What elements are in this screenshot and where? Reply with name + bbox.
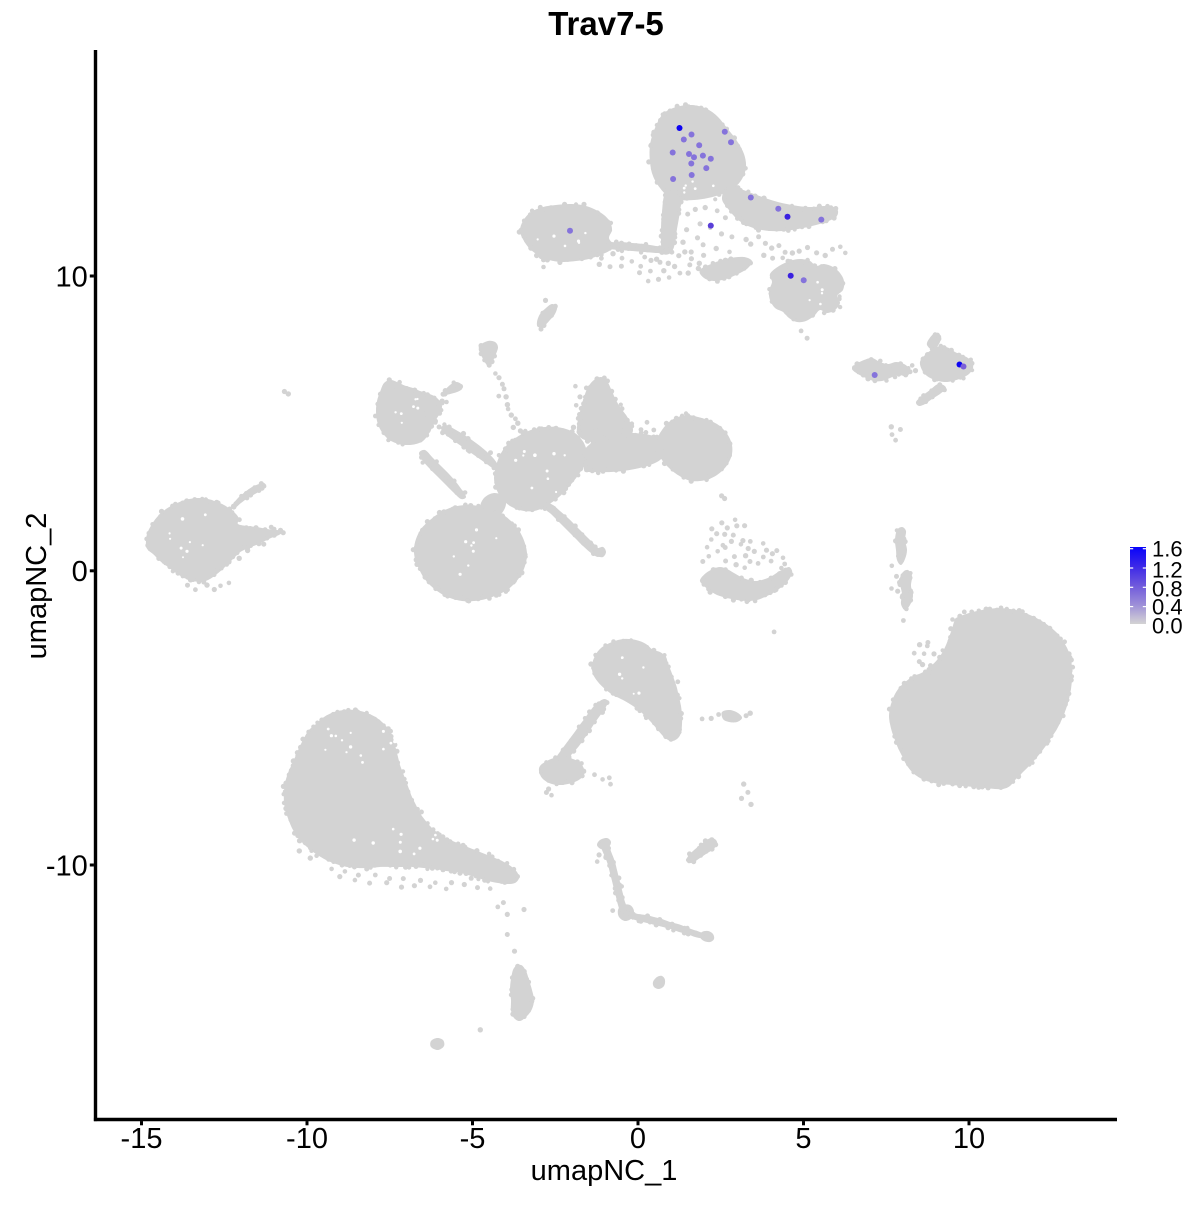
svg-text:-5: -5 [460,1123,486,1155]
svg-text:1.6: 1.6 [1152,537,1183,562]
svg-text:10: 10 [953,1123,985,1155]
svg-text:0: 0 [630,1123,646,1155]
svg-text:0.0: 0.0 [1152,614,1183,639]
svg-text:umapNC_1: umapNC_1 [531,1155,678,1187]
svg-text:-10: -10 [46,850,88,882]
svg-text:0.4: 0.4 [1152,595,1183,620]
svg-text:Trav7-5: Trav7-5 [548,5,664,42]
svg-text:umapNC_2: umapNC_2 [21,513,53,660]
svg-text:-15: -15 [121,1123,163,1155]
svg-text:0: 0 [72,556,88,588]
svg-text:10: 10 [56,261,88,293]
svg-text:0.8: 0.8 [1152,577,1183,602]
svg-text:-10: -10 [286,1123,328,1155]
svg-text:1.2: 1.2 [1152,557,1183,582]
svg-text:5: 5 [795,1123,811,1155]
